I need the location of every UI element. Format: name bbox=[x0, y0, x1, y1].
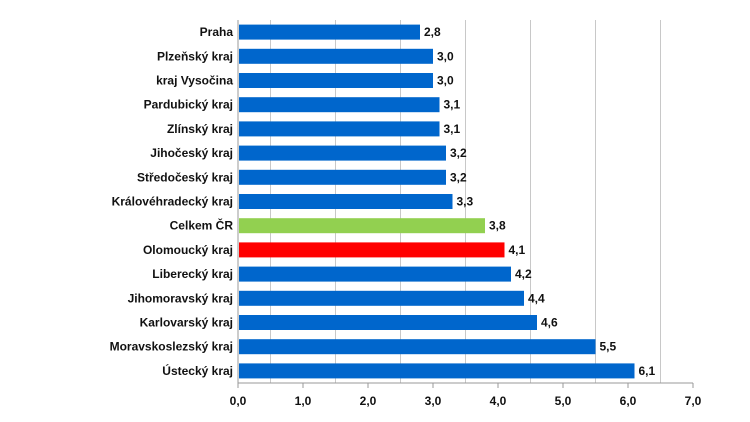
data-label: 4,2 bbox=[515, 267, 532, 281]
category-label: Liberecký kraj bbox=[152, 267, 233, 281]
data-label: 3,3 bbox=[457, 195, 474, 209]
x-tick-label: 4,0 bbox=[490, 394, 507, 408]
bar bbox=[239, 290, 524, 306]
category-label: Plzeňský kraj bbox=[157, 49, 233, 63]
bar bbox=[239, 242, 505, 258]
data-label: 3,0 bbox=[437, 74, 454, 88]
data-label: 3,1 bbox=[444, 98, 461, 112]
data-label: 5,5 bbox=[600, 340, 617, 354]
bar bbox=[239, 73, 433, 88]
category-label: Pardubický kraj bbox=[144, 98, 233, 112]
data-label: 6,1 bbox=[639, 364, 656, 378]
category-label: Karlovarský kraj bbox=[140, 316, 233, 330]
data-label: 4,1 bbox=[509, 243, 526, 257]
category-label: Jihomoravský kraj bbox=[128, 291, 233, 305]
bar bbox=[239, 194, 453, 209]
data-label: 4,4 bbox=[528, 291, 545, 305]
category-label: Královéhradecký kraj bbox=[112, 195, 233, 209]
category-label: Středočeský kraj bbox=[137, 170, 233, 184]
bar bbox=[239, 363, 635, 379]
bar bbox=[239, 121, 440, 137]
data-label: 3,8 bbox=[489, 219, 506, 233]
bar bbox=[239, 145, 446, 161]
x-tick-label: 3,0 bbox=[425, 394, 442, 408]
data-label: 3,2 bbox=[450, 146, 467, 160]
x-tick-label: 1,0 bbox=[295, 394, 312, 408]
bar bbox=[239, 48, 433, 64]
x-tick-label: 0,0 bbox=[230, 394, 247, 408]
bar bbox=[239, 315, 537, 330]
category-label: Jihočeský kraj bbox=[150, 146, 233, 160]
data-label: 3,0 bbox=[437, 49, 454, 63]
category-label: Zlínský kraj bbox=[167, 122, 233, 136]
data-label: 3,2 bbox=[450, 170, 467, 184]
bar bbox=[239, 24, 420, 40]
data-label: 3,1 bbox=[444, 122, 461, 136]
category-label: Olomoucký kraj bbox=[143, 243, 233, 257]
x-tick-label: 5,0 bbox=[555, 394, 572, 408]
bar bbox=[239, 266, 511, 282]
bar bbox=[239, 97, 440, 113]
category-label: Celkem ČR bbox=[170, 218, 234, 233]
bar bbox=[239, 169, 446, 185]
category-label: kraj Vysočina bbox=[156, 74, 233, 88]
x-tick-label: 7,0 bbox=[685, 394, 702, 408]
category-label: Praha bbox=[200, 25, 234, 39]
data-label: 4,6 bbox=[541, 316, 558, 330]
x-tick-label: 6,0 bbox=[620, 394, 637, 408]
data-label: 2,8 bbox=[424, 25, 441, 39]
category-label: Ústecký kraj bbox=[162, 363, 233, 378]
category-label: Moravskoslezský kraj bbox=[110, 340, 233, 354]
bar bbox=[239, 339, 596, 355]
x-tick-label: 2,0 bbox=[360, 394, 377, 408]
bar bbox=[239, 218, 485, 234]
